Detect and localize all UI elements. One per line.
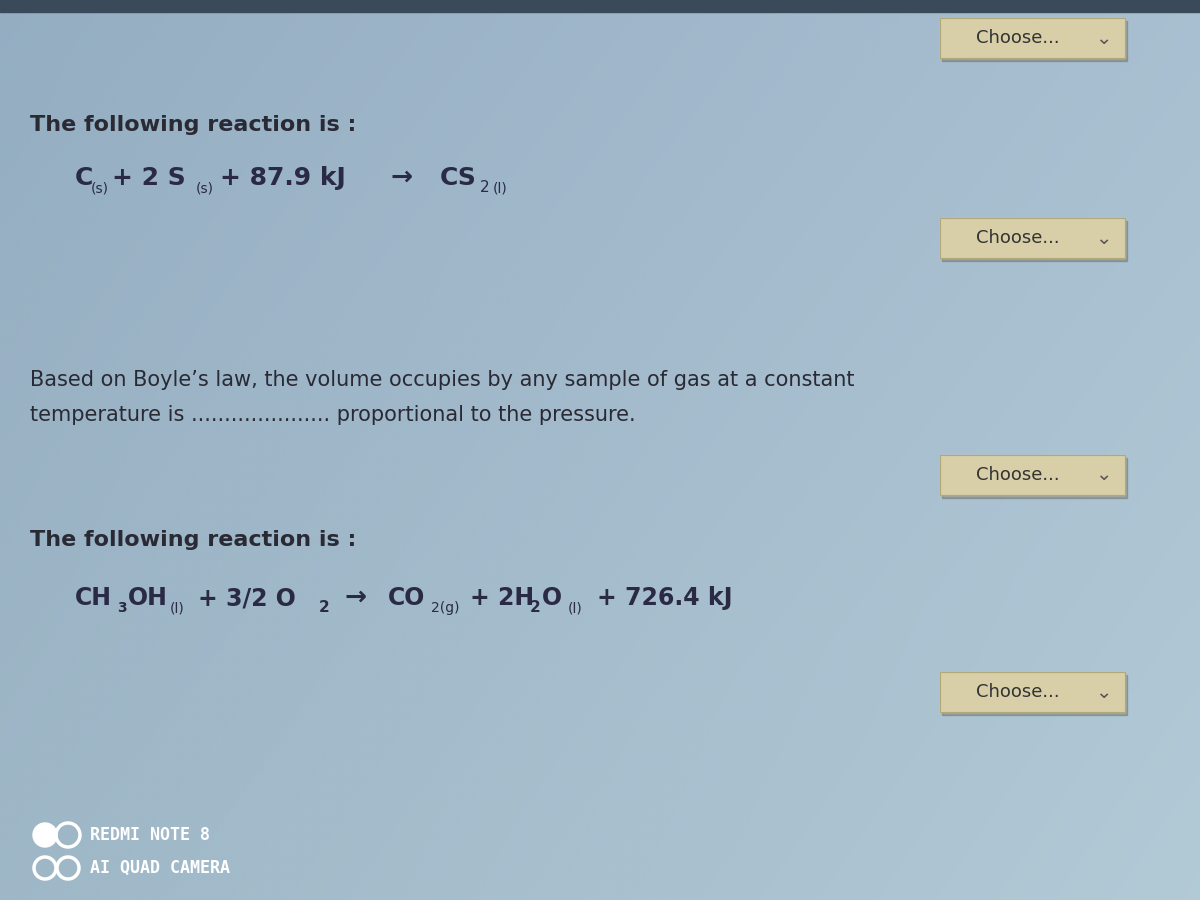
Text: + 2 S: + 2 S [112,166,186,190]
Text: ⌄: ⌄ [1094,29,1111,48]
Text: 2(g): 2(g) [431,601,460,615]
Text: + 87.9 kJ: + 87.9 kJ [220,166,346,190]
Text: CO: CO [388,586,425,610]
Bar [940,672,1126,712]
Bar [940,18,1126,58]
Bar [940,218,1126,258]
Bar [940,455,1126,495]
Bar [940,18,1126,58]
Text: ⌄: ⌄ [1094,682,1111,701]
Text: (l): (l) [170,601,185,615]
Text: temperature is ..................... proportional to the pressure.: temperature is ..................... pro… [30,405,636,425]
Text: Choose...: Choose... [976,466,1060,484]
Text: Choose...: Choose... [976,29,1060,47]
Text: Based on Boyle’s law, the volume occupies by any sample of gas at a constant: Based on Boyle’s law, the volume occupie… [30,370,854,390]
Text: (s): (s) [196,181,214,195]
Text: 2: 2 [530,600,541,616]
Bar [940,672,1126,712]
Text: + 726.4 kJ: + 726.4 kJ [598,586,732,610]
Text: C: C [74,166,94,190]
Bar [940,455,1126,495]
Text: AI QUAD CAMERA: AI QUAD CAMERA [90,859,230,877]
Text: →: → [346,585,367,611]
Text: (l): (l) [493,181,508,195]
Text: O: O [542,586,562,610]
Text: + 3/2 O: + 3/2 O [198,586,296,610]
Text: Choose...: Choose... [976,229,1060,247]
Text: ⌄: ⌄ [1094,229,1111,248]
Text: →: → [390,165,412,191]
Text: (l): (l) [568,601,583,615]
Circle shape [34,823,58,847]
Text: (s): (s) [91,181,109,195]
Bar [942,458,1127,498]
Bar [942,675,1127,715]
Text: CS: CS [440,166,476,190]
Bar [942,21,1127,61]
Bar [0,0,1200,12]
Text: 2: 2 [480,181,490,195]
Text: 3: 3 [118,601,127,615]
Text: ⌄: ⌄ [1094,465,1111,484]
Text: OH: OH [128,586,168,610]
Text: + 2H: + 2H [470,586,534,610]
Text: Choose...: Choose... [976,683,1060,701]
Bar [940,218,1126,258]
Bar [942,221,1127,261]
Text: The following reaction is :: The following reaction is : [30,115,356,135]
Text: The following reaction is :: The following reaction is : [30,530,356,550]
Text: CH: CH [74,586,112,610]
Text: 2: 2 [319,600,330,616]
Text: REDMI NOTE 8: REDMI NOTE 8 [90,826,210,844]
